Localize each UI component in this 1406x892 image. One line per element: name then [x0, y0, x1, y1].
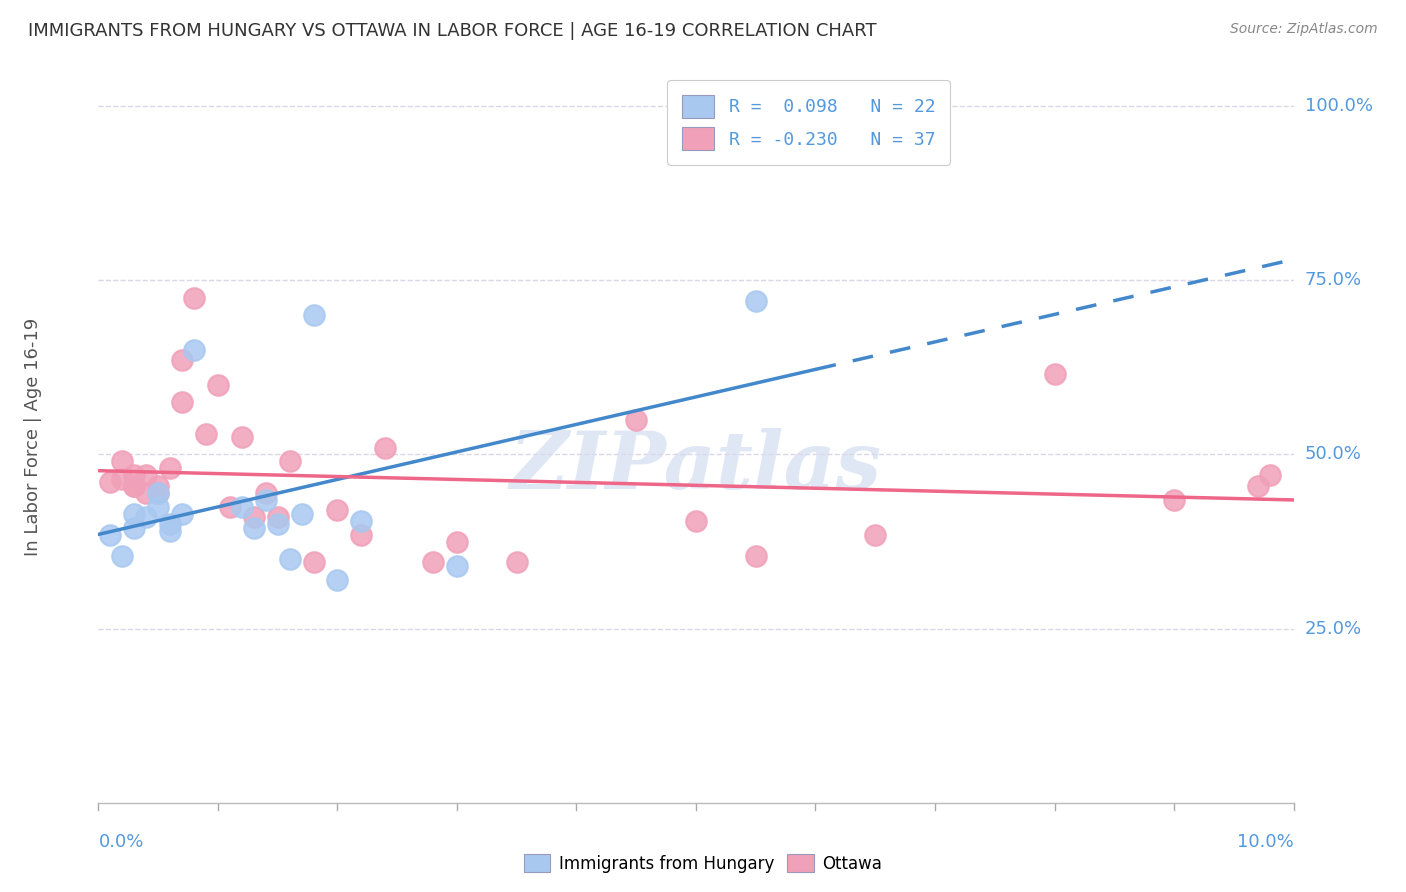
Point — [124, 507, 146, 521]
Point — [350, 527, 373, 541]
Point — [172, 507, 194, 521]
Point — [745, 549, 768, 563]
Point — [148, 479, 170, 493]
Point — [267, 517, 290, 532]
Point — [219, 500, 242, 514]
Point — [506, 556, 529, 570]
Point — [135, 510, 157, 524]
Point — [267, 510, 290, 524]
Text: 0.0%: 0.0% — [98, 833, 143, 851]
Point — [1163, 492, 1185, 507]
Point — [159, 524, 181, 538]
Point — [243, 510, 266, 524]
Point — [1043, 368, 1066, 382]
Point — [194, 426, 218, 441]
Point — [111, 472, 134, 486]
Point — [172, 395, 194, 409]
Point — [98, 475, 122, 490]
Text: In Labor Force | Age 16-19: In Labor Force | Age 16-19 — [24, 318, 42, 557]
Point — [124, 479, 146, 493]
Point — [446, 534, 468, 549]
Point — [254, 485, 277, 500]
Point — [148, 485, 170, 500]
Point — [172, 353, 194, 368]
Point — [159, 517, 181, 532]
Point — [446, 558, 468, 573]
Point — [159, 461, 181, 475]
Point — [1258, 468, 1281, 483]
Text: ZIPatlas: ZIPatlas — [510, 427, 882, 505]
Point — [326, 573, 349, 587]
Text: 100.0%: 100.0% — [1305, 97, 1372, 115]
Point — [111, 454, 134, 468]
Point — [135, 468, 157, 483]
Point — [124, 468, 146, 483]
Point — [685, 514, 707, 528]
Legend: Immigrants from Hungary, Ottawa: Immigrants from Hungary, Ottawa — [517, 847, 889, 880]
Text: 75.0%: 75.0% — [1305, 271, 1362, 289]
Point — [135, 485, 157, 500]
Text: 10.0%: 10.0% — [1237, 833, 1294, 851]
Text: 50.0%: 50.0% — [1305, 445, 1361, 464]
Point — [207, 377, 229, 392]
Point — [326, 503, 349, 517]
Point — [243, 521, 266, 535]
Point — [302, 308, 325, 322]
Point — [865, 527, 887, 541]
Point — [183, 291, 205, 305]
Point — [148, 500, 170, 514]
Point — [254, 492, 277, 507]
Point — [302, 556, 325, 570]
Point — [1247, 479, 1270, 493]
Text: Source: ZipAtlas.com: Source: ZipAtlas.com — [1230, 22, 1378, 37]
Point — [278, 552, 301, 566]
Point — [350, 514, 373, 528]
Point — [422, 556, 444, 570]
Point — [111, 549, 134, 563]
Point — [148, 485, 170, 500]
Point — [183, 343, 205, 357]
Point — [124, 521, 146, 535]
Point — [624, 412, 647, 426]
Point — [290, 507, 312, 521]
Point — [374, 441, 396, 455]
Point — [231, 500, 253, 514]
Text: 25.0%: 25.0% — [1305, 620, 1362, 638]
Point — [278, 454, 301, 468]
Legend: R =  0.098   N = 22, R = -0.230   N = 37: R = 0.098 N = 22, R = -0.230 N = 37 — [668, 80, 950, 165]
Point — [231, 430, 253, 444]
Point — [124, 479, 146, 493]
Text: IMMIGRANTS FROM HUNGARY VS OTTAWA IN LABOR FORCE | AGE 16-19 CORRELATION CHART: IMMIGRANTS FROM HUNGARY VS OTTAWA IN LAB… — [28, 22, 877, 40]
Point — [98, 527, 122, 541]
Point — [745, 294, 768, 309]
